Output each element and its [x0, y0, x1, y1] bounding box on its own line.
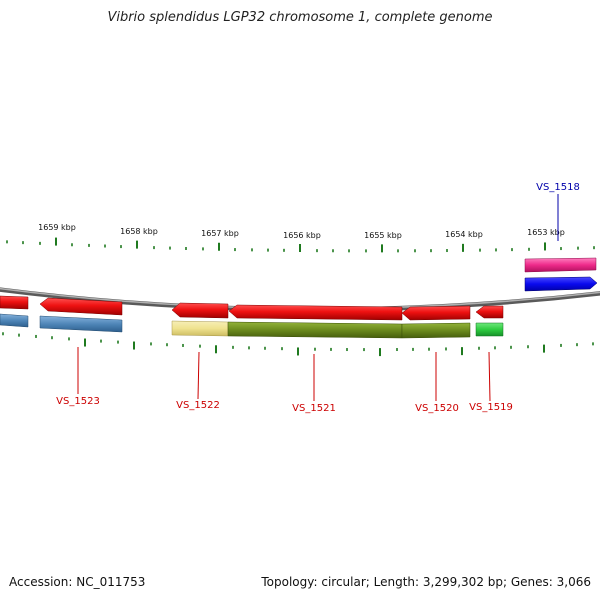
gene-label-VS_1522[interactable]: VS_1522 [176, 400, 220, 411]
gene-arrow-VS_1521[interactable] [228, 304, 403, 321]
kbp-label: 1658 kbp [120, 227, 158, 236]
cds-bar-VS_1522[interactable] [171, 320, 229, 337]
kbp-label: 1655 kbp [364, 231, 402, 240]
gene-arrow-partial[interactable] [0, 295, 29, 310]
cds-bars [0, 313, 504, 339]
label-leader-lines [77, 194, 559, 402]
gene-label-VS_1518[interactable]: VS_1518 [536, 182, 580, 193]
gene-arrow-VS_1520[interactable] [401, 305, 471, 321]
gene-arrows-reverse [0, 295, 504, 321]
gene-label-VS_1521[interactable]: VS_1521 [292, 403, 336, 414]
inner-tick-row [2, 332, 594, 357]
gene-VS_1518-forward[interactable] [524, 257, 598, 292]
accession-text: Accession: NC_011753 [9, 575, 146, 589]
kbp-label: 1657 kbp [201, 229, 239, 238]
gene-label-VS_1519[interactable]: VS_1519 [469, 402, 513, 413]
genome-summary-text: Topology: circular; Length: 3,299,302 bp… [261, 575, 591, 589]
gene-arrow-VS_1519[interactable] [475, 305, 504, 319]
cds-bar-VS_1520[interactable] [401, 322, 471, 339]
cds-bar-VS_1523[interactable] [39, 315, 123, 333]
cds-bar-VS_1521[interactable] [227, 321, 403, 339]
kbp-label: 1659 kbp [38, 223, 76, 232]
gene-label-VS_1523[interactable]: VS_1523 [56, 396, 100, 407]
gene-label-VS_1520[interactable]: VS_1520 [415, 403, 459, 414]
outer-tick-row [6, 237, 595, 253]
kbp-label: 1653 kbp [527, 228, 565, 237]
kbp-label: 1654 kbp [445, 230, 483, 239]
kbp-tick-labels: 1659 kbp 1658 kbp 1657 kbp 1656 kbp 1655… [38, 223, 565, 240]
cds-bar-partial[interactable] [0, 313, 29, 328]
cds-bar-VS_1519[interactable] [475, 322, 504, 337]
gene-arrow-VS_1522[interactable] [171, 302, 229, 319]
map-title: Vibrio splendidus LGP32 chromosome 1, co… [107, 10, 493, 25]
kbp-label: 1656 kbp [283, 231, 321, 240]
gene-arrow-VS_1523[interactable] [39, 297, 123, 316]
gene-labels: VS_1523 VS_1522 VS_1521 VS_1520 VS_1519 … [56, 182, 580, 414]
